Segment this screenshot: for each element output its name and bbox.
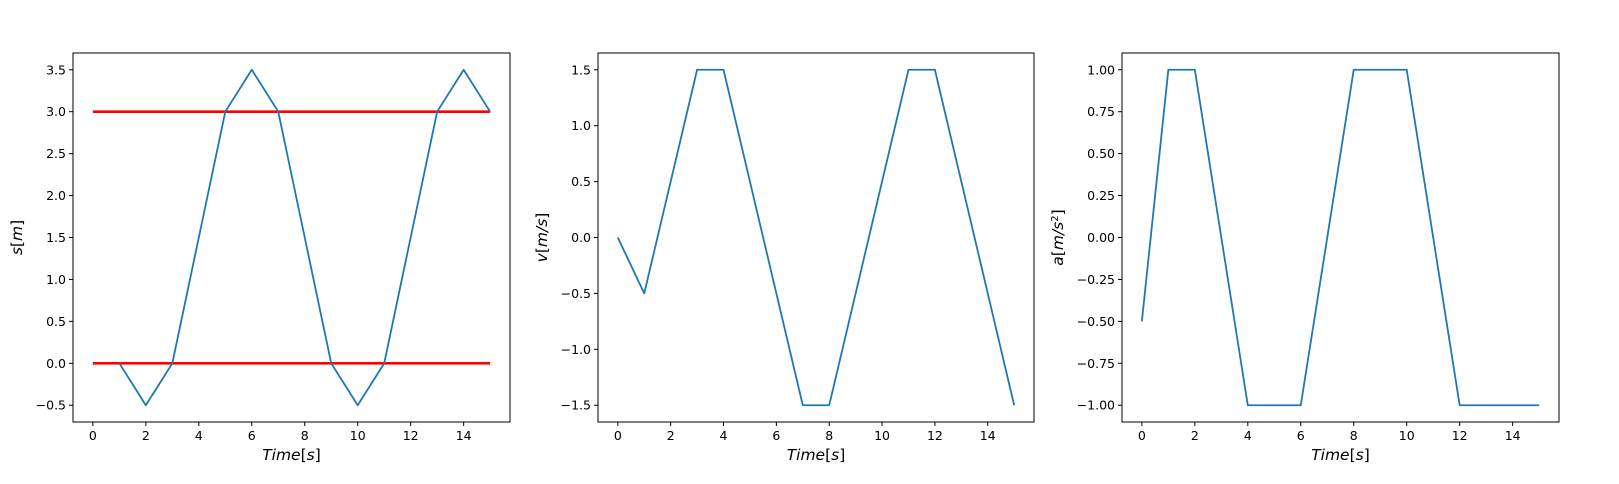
y-tick-label: 0.50 — [1087, 146, 1115, 161]
x-tick-label: 8 — [1350, 428, 1358, 443]
y-tick-label: −1.00 — [1077, 398, 1115, 413]
x-tick-label: 14 — [1505, 428, 1521, 443]
y-tick-label: 2.5 — [46, 146, 66, 161]
x-axis-label: Time[s] — [262, 446, 321, 464]
y-tick-label: 0.75 — [1087, 104, 1115, 119]
y-tick-label: 0.00 — [1087, 230, 1115, 245]
x-tick-label: 14 — [980, 428, 996, 443]
x-tick-label: 6 — [248, 428, 256, 443]
x-tick-label: 2 — [667, 428, 675, 443]
y-tick-label: 1.0 — [46, 272, 66, 287]
series-line — [1140, 68, 1540, 407]
y-tick-label: −0.5 — [561, 286, 591, 301]
axes-frame — [72, 52, 511, 423]
x-tick-label: 4 — [195, 428, 203, 443]
x-tick-label: 6 — [772, 428, 780, 443]
x-tick-label: 0 — [614, 428, 622, 443]
y-tick-label: 1.00 — [1087, 62, 1115, 77]
x-axis-label: Time[s] — [787, 446, 846, 464]
series-line — [118, 68, 491, 407]
x-tick-label: 14 — [456, 428, 472, 443]
x-tick-label: 12 — [1452, 428, 1468, 443]
y-tick-label: 0.25 — [1087, 188, 1115, 203]
x-tick-label: 0 — [89, 428, 97, 443]
y-tick-label: 1.5 — [571, 62, 591, 77]
chart-panel-2: 0 2 4 6 8 10 12 14 −1.5 −1.0 −0.5 0.0 0.5 1.0 1.5 Time[… — [533, 52, 1035, 464]
y-axis-label: a[m/s2] — [1049, 209, 1067, 265]
y-tick-label: 3.0 — [46, 104, 66, 119]
y-tick-label: −0.25 — [1077, 272, 1115, 287]
x-tick-label: 8 — [825, 428, 833, 443]
y-tick-label: −0.75 — [1077, 356, 1115, 371]
y-tick-label: 0.5 — [46, 314, 66, 329]
x-tick-label: 12 — [927, 428, 943, 443]
chart-panel-1: 0 2 4 6 8 10 12 14 −0.5 0.0 0.5 1.0 1.5 2.0 2.5 3.0 3.5 T… — [8, 52, 511, 464]
y-tick-label: 3.5 — [46, 62, 66, 77]
y-tick-label: −1.5 — [561, 398, 591, 413]
axes-frame — [1121, 52, 1560, 423]
y-tick-label: −0.5 — [36, 398, 66, 413]
x-tick-label: 0 — [1138, 428, 1146, 443]
y-tick-label: 0.5 — [571, 174, 591, 189]
x-tick-label: 4 — [1244, 428, 1252, 443]
x-tick-label: 12 — [403, 428, 419, 443]
chart-panel-3: 0 2 4 6 8 10 12 14 −1.00 −0.75 −0.50 −0.25 0.00 0.25 0… — [1049, 52, 1560, 464]
x-tick-label: 10 — [350, 428, 366, 443]
x-tick-label: 8 — [301, 428, 309, 443]
y-tick-label: 0.0 — [571, 230, 591, 245]
series-line — [617, 68, 1016, 407]
y-tick-label: 0.0 — [46, 356, 66, 371]
y-axis-label: v[m/s] — [533, 213, 551, 263]
x-tick-label: 10 — [874, 428, 890, 443]
y-tick-label: 1.0 — [571, 118, 591, 133]
x-tick-label: 4 — [720, 428, 728, 443]
y-tick-label: −1.0 — [561, 342, 591, 357]
y-axis-label: s[m] — [8, 220, 26, 255]
y-tick-label: −0.50 — [1077, 314, 1115, 329]
x-tick-label: 10 — [1399, 428, 1415, 443]
x-tick-label: 2 — [1191, 428, 1199, 443]
y-tick-label: 2.0 — [46, 188, 66, 203]
x-tick-label: 6 — [1297, 428, 1305, 443]
x-tick-label: 2 — [142, 428, 150, 443]
x-axis-label: Time[s] — [1311, 446, 1370, 464]
axes-frame — [597, 52, 1035, 423]
y-tick-label: 1.5 — [46, 230, 66, 245]
